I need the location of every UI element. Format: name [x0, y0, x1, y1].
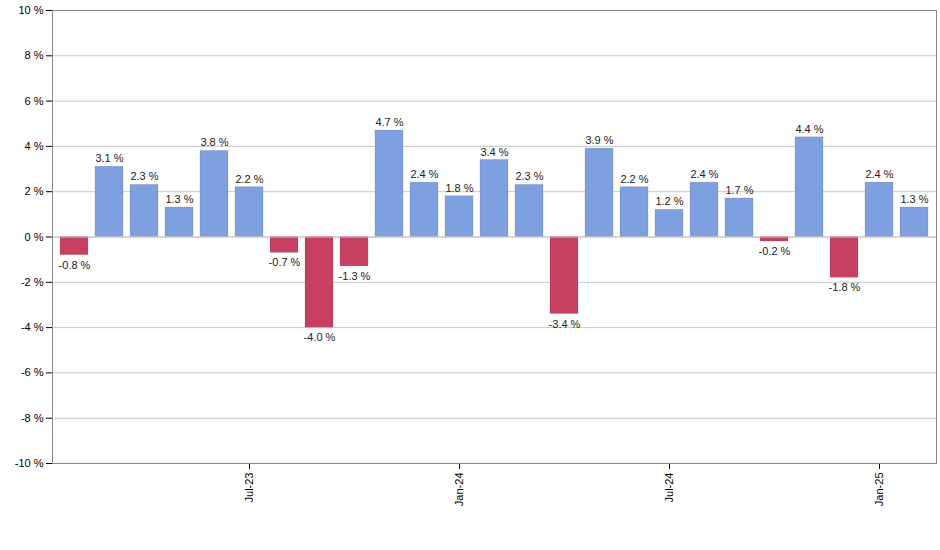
svg-text:3.4 %: 3.4 %	[480, 146, 508, 158]
svg-text:2.4 %: 2.4 %	[690, 168, 718, 180]
svg-text:3.9 %: 3.9 %	[585, 134, 613, 146]
svg-text:8 %: 8 %	[25, 49, 44, 61]
svg-text:2.2 %: 2.2 %	[620, 173, 648, 185]
svg-text:-1.8 %: -1.8 %	[829, 281, 861, 293]
svg-text:Jul-23: Jul-23	[243, 473, 255, 503]
svg-text:-6 %: -6 %	[21, 366, 44, 378]
svg-text:-1.3 %: -1.3 %	[339, 270, 371, 282]
svg-text:-0.2 %: -0.2 %	[759, 245, 791, 257]
svg-text:2.4 %: 2.4 %	[410, 168, 438, 180]
svg-text:-0.8 %: -0.8 %	[59, 259, 91, 271]
svg-text:1.7 %: 1.7 %	[725, 184, 753, 196]
svg-text:-4 %: -4 %	[21, 321, 44, 333]
svg-text:4 %: 4 %	[25, 140, 44, 152]
svg-text:2.3 %: 2.3 %	[130, 170, 158, 182]
svg-text:1.3 %: 1.3 %	[165, 193, 193, 205]
svg-text:2.3 %: 2.3 %	[515, 170, 543, 182]
svg-text:1.2 %: 1.2 %	[655, 195, 683, 207]
svg-text:2.2 %: 2.2 %	[235, 173, 263, 185]
svg-text:10 %: 10 %	[18, 4, 43, 16]
svg-text:2 %: 2 %	[25, 185, 44, 197]
svg-text:0 %: 0 %	[25, 231, 44, 243]
svg-text:-0.7 %: -0.7 %	[269, 256, 301, 268]
svg-text:Jan-24: Jan-24	[453, 473, 465, 507]
svg-text:Jan-25: Jan-25	[873, 473, 885, 507]
svg-text:-2 %: -2 %	[21, 276, 44, 288]
svg-text:1.8 %: 1.8 %	[445, 182, 473, 194]
svg-text:-3.4 %: -3.4 %	[549, 318, 581, 330]
svg-text:2.4 %: 2.4 %	[865, 168, 893, 180]
svg-text:4.7 %: 4.7 %	[375, 116, 403, 128]
svg-text:4.4 %: 4.4 %	[795, 123, 823, 135]
svg-text:-10 %: -10 %	[15, 457, 44, 469]
svg-text:-8 %: -8 %	[21, 412, 44, 424]
svg-text:3.8 %: 3.8 %	[200, 136, 228, 148]
svg-text:6 %: 6 %	[25, 95, 44, 107]
svg-text:-4.0 %: -4.0 %	[304, 331, 336, 343]
svg-text:3.1 %: 3.1 %	[95, 152, 123, 164]
svg-text:Jul-24: Jul-24	[663, 473, 675, 503]
svg-text:1.3 %: 1.3 %	[900, 193, 928, 205]
